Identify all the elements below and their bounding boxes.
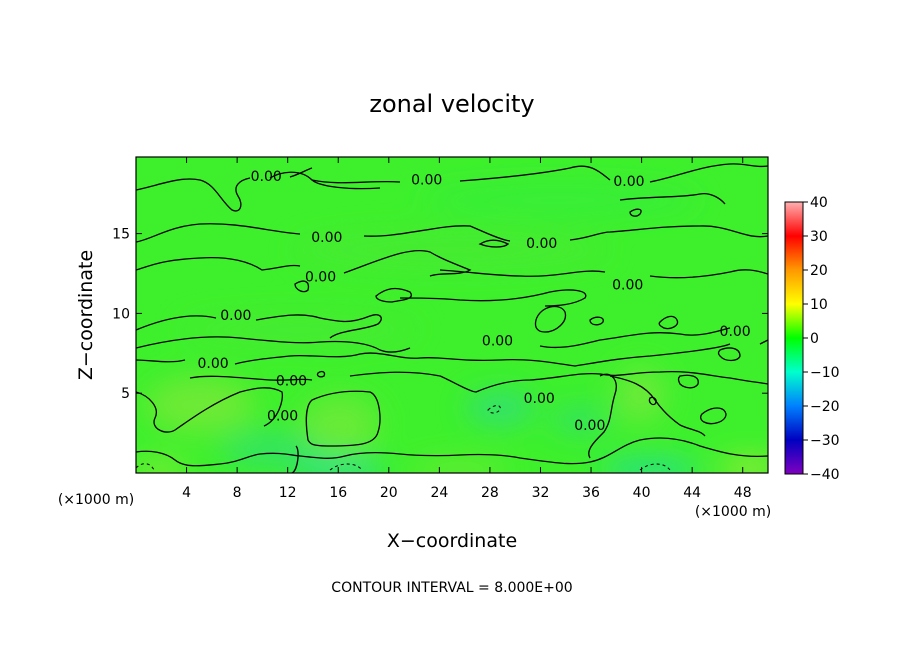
x-unit-left: (×1000 m): [58, 492, 134, 508]
x-unit-right: (×1000 m): [695, 504, 771, 520]
contour-label: 0.00: [305, 270, 336, 286]
x-tick-label: 40: [633, 485, 651, 501]
contour-label: 0.00: [198, 356, 229, 372]
colorbar-tick-label: −40: [810, 467, 840, 483]
colorbar-tick-label: −30: [810, 433, 840, 449]
colorbar-tick-label: 20: [810, 263, 828, 279]
contour-label: 0.00: [251, 169, 282, 185]
colorbar-tick-label: 30: [810, 229, 828, 245]
contour-label: 0.00: [311, 230, 342, 246]
contour-label: 0.00: [524, 391, 555, 407]
contour-label: 0.00: [482, 334, 513, 350]
contour-interval-note: CONTOUR INTERVAL = 8.000E+00: [331, 580, 572, 596]
x-tick-label: 36: [582, 485, 600, 501]
x-tick-label: 28: [481, 485, 499, 501]
colorbar-tick-label: 10: [810, 297, 828, 313]
chart-title: zonal velocity: [369, 90, 534, 118]
x-tick-label: 32: [532, 485, 550, 501]
colorbar-tick-label: −10: [810, 365, 840, 381]
x-tick-label: 48: [734, 485, 752, 501]
y-axis-label: Z−coordinate: [75, 250, 97, 380]
x-axis-label: X−coordinate: [387, 530, 517, 552]
contour-label: 0.00: [574, 418, 605, 434]
contour-lines: [136, 163, 768, 473]
x-tick-label: 8: [233, 485, 242, 501]
x-tick-label: 44: [683, 485, 701, 501]
negative-contours: [136, 405, 671, 471]
colorbar-tick-label: 40: [810, 195, 828, 211]
colorbar: 40 30 20 10 0 −10 −20 −30 −40: [784, 195, 840, 483]
field-shading: [136, 184, 768, 473]
plot-area: 0.00 0.00 0.00 0.00 0.00 0.00 0.00 0.00 0.00 0.00…: [135, 156, 769, 474]
x-tick-label: 16: [329, 485, 347, 501]
y-tick-label: 10: [112, 306, 130, 322]
contour-label: 0.00: [613, 174, 644, 190]
x-axis: 4 8 12 16 20 24 28 32 36 40 44 48: [182, 157, 752, 501]
y-tick-label: 5: [121, 386, 130, 402]
contour-label: 0.00: [612, 278, 643, 294]
plot-frame: [135, 156, 769, 474]
contour-label: 0.00: [411, 172, 442, 188]
contour-labels: 0.00 0.00 0.00 0.00 0.00 0.00 0.00 0.00 0.00 0.00…: [198, 169, 751, 434]
contour-label: 0.00: [276, 373, 307, 389]
contour-label: 0.00: [720, 324, 751, 340]
x-tick-label: 4: [182, 485, 191, 501]
contour-label: 0.00: [267, 409, 298, 425]
y-tick-label: 15: [112, 227, 130, 243]
contour-label: 0.00: [220, 308, 251, 324]
x-tick-label: 12: [279, 485, 297, 501]
y-axis: 5 10 15: [112, 227, 768, 402]
x-tick-label: 20: [380, 485, 398, 501]
colorbar-ramp: [784, 201, 804, 475]
contour-label: 0.00: [526, 236, 557, 252]
x-tick-label: 24: [430, 485, 448, 501]
colorbar-tick-label: 0: [810, 331, 819, 347]
colorbar-tick-label: −20: [810, 399, 840, 415]
